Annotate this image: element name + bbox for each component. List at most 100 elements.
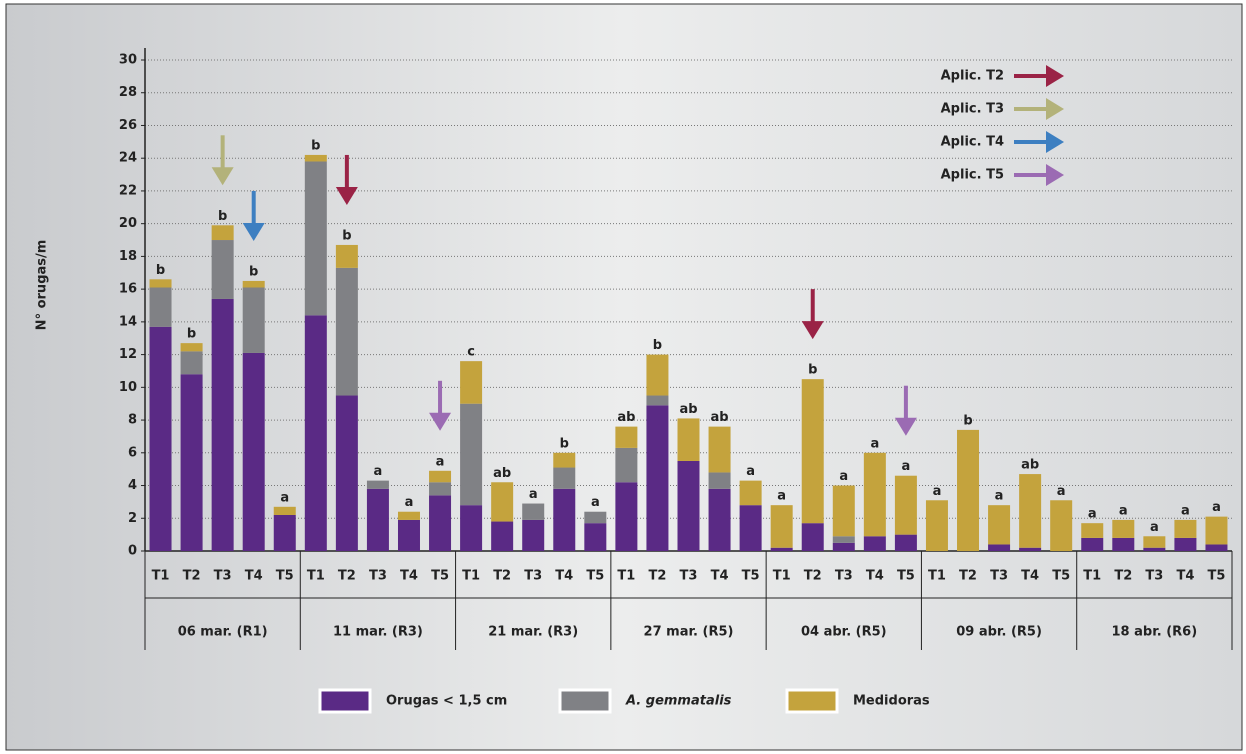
x-tick-label: T4 — [711, 569, 729, 584]
significance-letter: a — [1150, 520, 1159, 535]
bar-segment — [1143, 536, 1166, 548]
y-tick-label: 12 — [119, 347, 137, 362]
legend-arrow-head — [1046, 65, 1064, 87]
x-tick-label: T3 — [369, 569, 387, 584]
x-tick-label: T2 — [183, 569, 201, 584]
legend-swatch — [318, 688, 372, 714]
significance-letter: b — [653, 338, 662, 353]
bar-segment — [211, 298, 234, 551]
bar-segment — [304, 154, 327, 162]
bar-segment — [894, 534, 917, 551]
application-arrow-head — [211, 167, 234, 186]
legend-label: A. gemmatalis — [625, 694, 732, 709]
x-tick-label: T1 — [617, 569, 635, 584]
bar-segment — [1019, 547, 1042, 551]
bar-segment — [801, 379, 824, 524]
bar-segment — [677, 460, 700, 551]
application-arrow-head — [335, 186, 358, 205]
bar-segment — [1019, 474, 1042, 548]
bar-segment — [429, 495, 452, 551]
bar-segment — [1174, 537, 1197, 551]
bar-segment — [335, 395, 358, 551]
significance-letter: ab — [1021, 458, 1039, 473]
bar-segment — [397, 519, 420, 551]
x-tick-label: T1 — [307, 569, 325, 584]
x-tick-label: T5 — [742, 569, 760, 584]
application-label: Aplic. T3 — [941, 102, 1004, 117]
bar-segment — [646, 354, 669, 396]
bar-segment — [770, 505, 793, 548]
legend-arrow-head — [1046, 131, 1064, 153]
y-tick-label: 22 — [119, 183, 137, 198]
bar-segment — [211, 225, 234, 241]
group-label: 11 mar. (R3) — [333, 625, 423, 640]
bar-segment — [491, 521, 514, 551]
y-tick-label: 6 — [128, 445, 137, 460]
significance-letter: b — [249, 264, 258, 279]
application-arrow-head — [242, 222, 265, 241]
significance-letter: ab — [679, 402, 697, 417]
bar-segment — [553, 467, 576, 489]
significance-letter: a — [1088, 507, 1097, 522]
bar-segment — [211, 240, 234, 299]
bar-segment — [180, 374, 203, 551]
significance-letter: b — [156, 263, 165, 278]
legend-arrow-head — [1046, 164, 1064, 186]
x-tick-label: T5 — [1052, 569, 1070, 584]
significance-letter: b — [311, 138, 320, 153]
bar-segment — [304, 315, 327, 551]
x-tick-label: T2 — [804, 569, 822, 584]
significance-letter: a — [1119, 503, 1128, 518]
bar-segment — [832, 485, 855, 537]
significance-letter: ab — [493, 466, 511, 481]
bar-segment — [1081, 537, 1104, 551]
bar-segment — [1112, 519, 1135, 538]
bar-segment — [615, 447, 638, 483]
y-tick-label: 14 — [119, 314, 137, 329]
bar-segment — [863, 536, 886, 551]
x-tick-label: T1 — [773, 569, 791, 584]
bar-segment — [149, 326, 172, 551]
y-tick-label: 2 — [128, 511, 137, 526]
x-tick-label: T3 — [680, 569, 698, 584]
bar-segment — [708, 426, 731, 473]
y-tick-label: 20 — [119, 216, 137, 231]
bar-segment — [584, 523, 607, 551]
bar-segment — [242, 280, 265, 288]
bar-segment — [460, 505, 483, 551]
bar-segment — [863, 452, 886, 537]
y-tick-label: 4 — [128, 478, 137, 493]
bar-segment — [832, 542, 855, 551]
y-tick-label: 26 — [119, 118, 137, 133]
bar-segment — [615, 426, 638, 448]
y-tick-label: 18 — [119, 249, 137, 264]
x-tick-label: T4 — [245, 569, 263, 584]
significance-letter: a — [591, 495, 600, 510]
bar-segment — [273, 506, 296, 515]
x-tick-label: T5 — [431, 569, 449, 584]
x-tick-label: T3 — [524, 569, 542, 584]
significance-letter: a — [1181, 503, 1190, 518]
x-tick-label: T5 — [897, 569, 915, 584]
bar-segment — [335, 244, 358, 268]
bar-segment — [1112, 537, 1135, 551]
bar-segment — [1205, 516, 1228, 545]
legend-arrow-head — [1046, 98, 1064, 120]
x-tick-label: T5 — [276, 569, 294, 584]
legend-label: Orugas < 1,5 cm — [386, 694, 507, 709]
legend-label: Medidoras — [853, 694, 930, 709]
bar-segment — [615, 482, 638, 551]
application-label: Aplic. T2 — [941, 69, 1004, 84]
legend-swatch — [785, 688, 839, 714]
x-tick-label: T1 — [462, 569, 480, 584]
x-tick-label: T2 — [959, 569, 977, 584]
group-label: 18 abr. (R6) — [1112, 625, 1198, 640]
y-tick-label: 30 — [119, 53, 137, 68]
bar-segment — [149, 279, 172, 288]
significance-letter: a — [529, 487, 538, 502]
x-tick-label: T1 — [152, 569, 170, 584]
bar-segment — [770, 547, 793, 551]
bar-segment — [460, 361, 483, 404]
x-tick-label: T4 — [1021, 569, 1039, 584]
